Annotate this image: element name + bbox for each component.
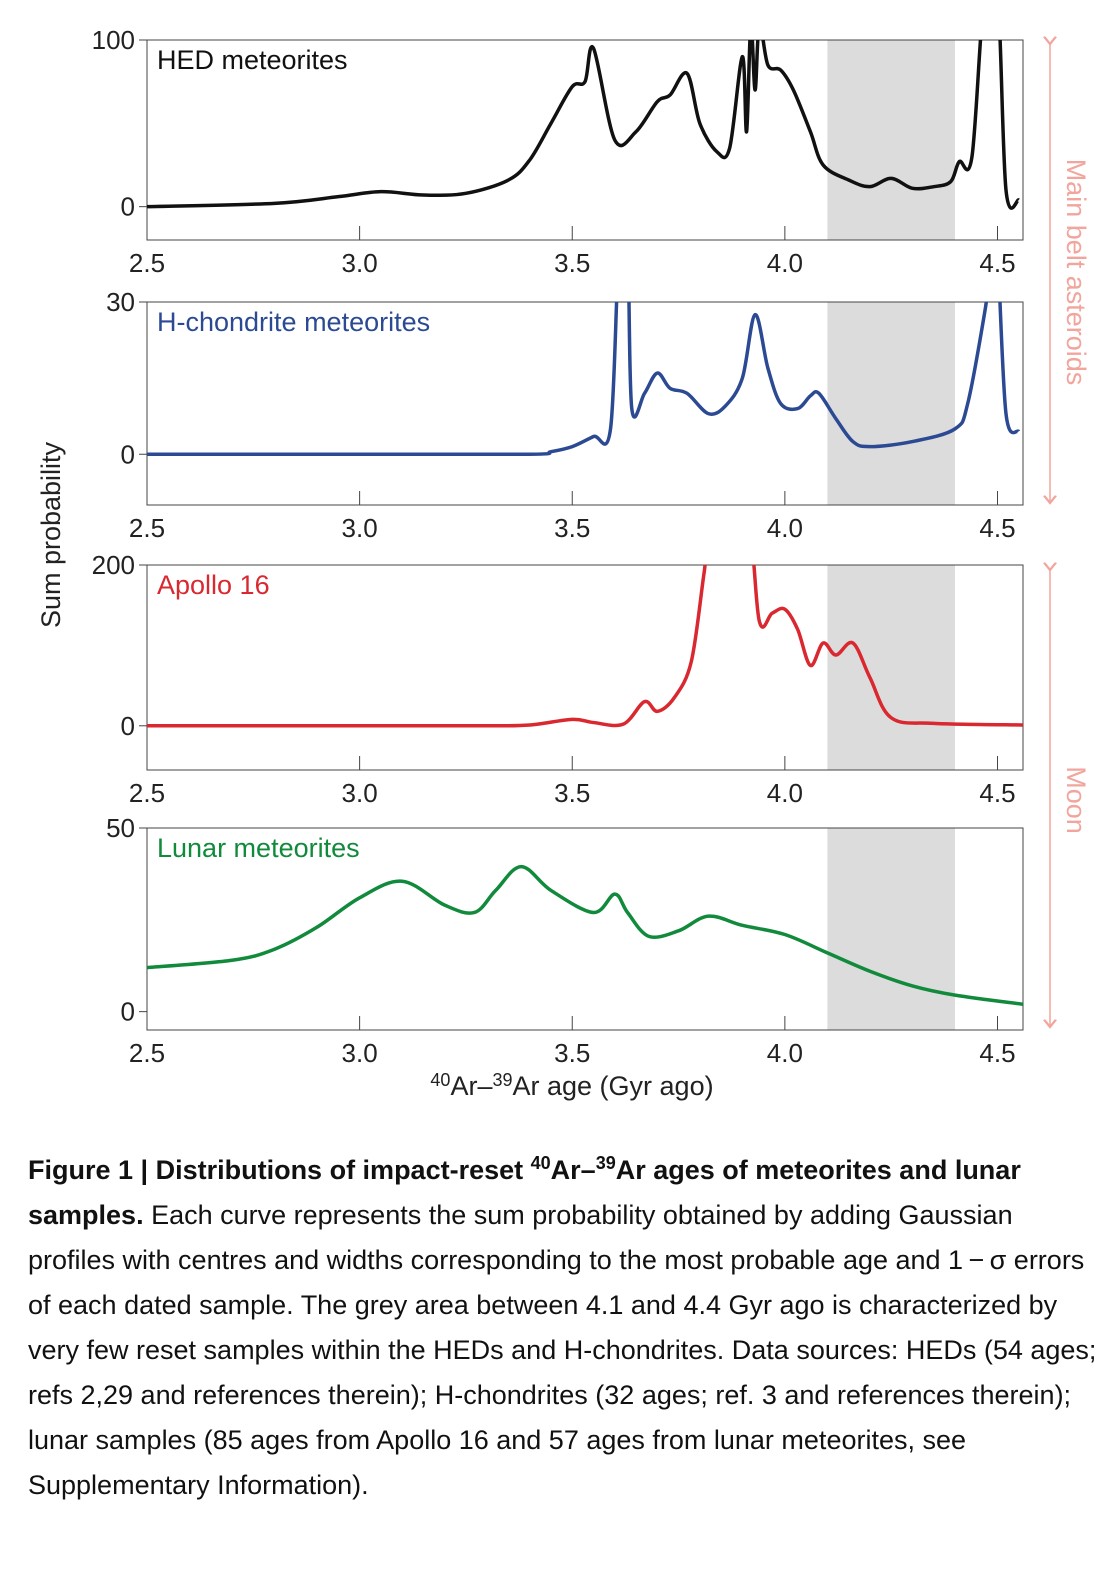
x-tick-label: 3.0 bbox=[342, 248, 378, 278]
panel-title: HED meteorites bbox=[157, 45, 348, 75]
caption: Figure 1 | Distributions of impact-reset… bbox=[28, 1148, 1098, 1508]
figure: Sum probability 40Ar–39Ar age (Gyr ago) … bbox=[36, 25, 1091, 1101]
text: Ar age (Gyr ago) bbox=[513, 1071, 714, 1101]
x-tick-label: 2.5 bbox=[129, 248, 165, 278]
x-tick-label: 3.5 bbox=[554, 513, 590, 543]
panel-title: Lunar meteorites bbox=[157, 833, 360, 863]
panel-title: Apollo 16 bbox=[157, 570, 270, 600]
x-tick-label: 3.5 bbox=[554, 1038, 590, 1068]
text: Ar– bbox=[450, 1071, 492, 1101]
plot-frame bbox=[146, 301, 1024, 506]
x-tick-label: 3.5 bbox=[554, 248, 590, 278]
x-tick-label: 4.5 bbox=[979, 513, 1015, 543]
y-axis-label: Sum probability bbox=[36, 441, 66, 628]
data-line bbox=[147, 302, 1021, 457]
shaded-region bbox=[827, 565, 955, 770]
sup: 40 bbox=[430, 1070, 450, 1090]
y-tick-label: 0 bbox=[121, 439, 135, 469]
y-tick-label: 50 bbox=[106, 813, 135, 843]
side-label: Moon bbox=[1061, 766, 1091, 834]
x-tick-label: 3.0 bbox=[342, 513, 378, 543]
shaded-region bbox=[827, 828, 955, 1030]
y-tick-label: 200 bbox=[92, 550, 135, 580]
text: Ar ages of meteorites and lunar samples. bbox=[28, 1155, 1021, 1230]
x-tick-label: 4.5 bbox=[979, 1038, 1015, 1068]
x-tick-label: 3.0 bbox=[342, 778, 378, 808]
x-tick-label: 2.5 bbox=[129, 778, 165, 808]
y-tick-label: 0 bbox=[121, 997, 135, 1027]
data-line bbox=[147, 565, 1023, 728]
x-tick-label: 3.5 bbox=[554, 778, 590, 808]
x-tick-label: 4.0 bbox=[767, 513, 803, 543]
plot-frame bbox=[146, 827, 1024, 1031]
y-tick-label: 30 bbox=[106, 287, 135, 317]
data-line bbox=[147, 40, 1021, 210]
text: Ar– bbox=[550, 1155, 596, 1185]
caption-title: Figure 1 | Distributions of impact-reset… bbox=[28, 1153, 1021, 1230]
x-tick-label: 2.5 bbox=[129, 513, 165, 543]
shaded-region bbox=[827, 302, 955, 505]
x-tick-label: 4.5 bbox=[979, 778, 1015, 808]
sup: 39 bbox=[492, 1070, 512, 1090]
x-axis-label: 40Ar–39Ar age (Gyr ago) bbox=[430, 1070, 713, 1101]
caption-body: Each curve represents the sum probabilit… bbox=[28, 1200, 1097, 1500]
y-tick-label: 100 bbox=[92, 25, 135, 55]
y-tick-label: 0 bbox=[121, 192, 135, 222]
y-tick-label: 0 bbox=[121, 711, 135, 741]
plot-frame bbox=[146, 39, 1024, 241]
x-tick-label: 4.0 bbox=[767, 248, 803, 278]
x-tick-label: 4.0 bbox=[767, 778, 803, 808]
shaded-region bbox=[827, 40, 955, 240]
text: Figure 1 | Distributions of impact-reset bbox=[28, 1155, 531, 1185]
x-tick-label: 4.5 bbox=[979, 248, 1015, 278]
x-tick-label: 3.0 bbox=[342, 1038, 378, 1068]
panel-title: H-chondrite meteorites bbox=[157, 307, 430, 337]
data-line bbox=[147, 864, 1023, 1007]
sup: 40 bbox=[530, 1153, 551, 1173]
x-tick-label: 2.5 bbox=[129, 1038, 165, 1068]
x-tick-label: 4.0 bbox=[767, 1038, 803, 1068]
sup: 39 bbox=[595, 1153, 616, 1173]
side-label: Main belt asteroids bbox=[1061, 159, 1091, 386]
plot-frame bbox=[146, 564, 1024, 771]
